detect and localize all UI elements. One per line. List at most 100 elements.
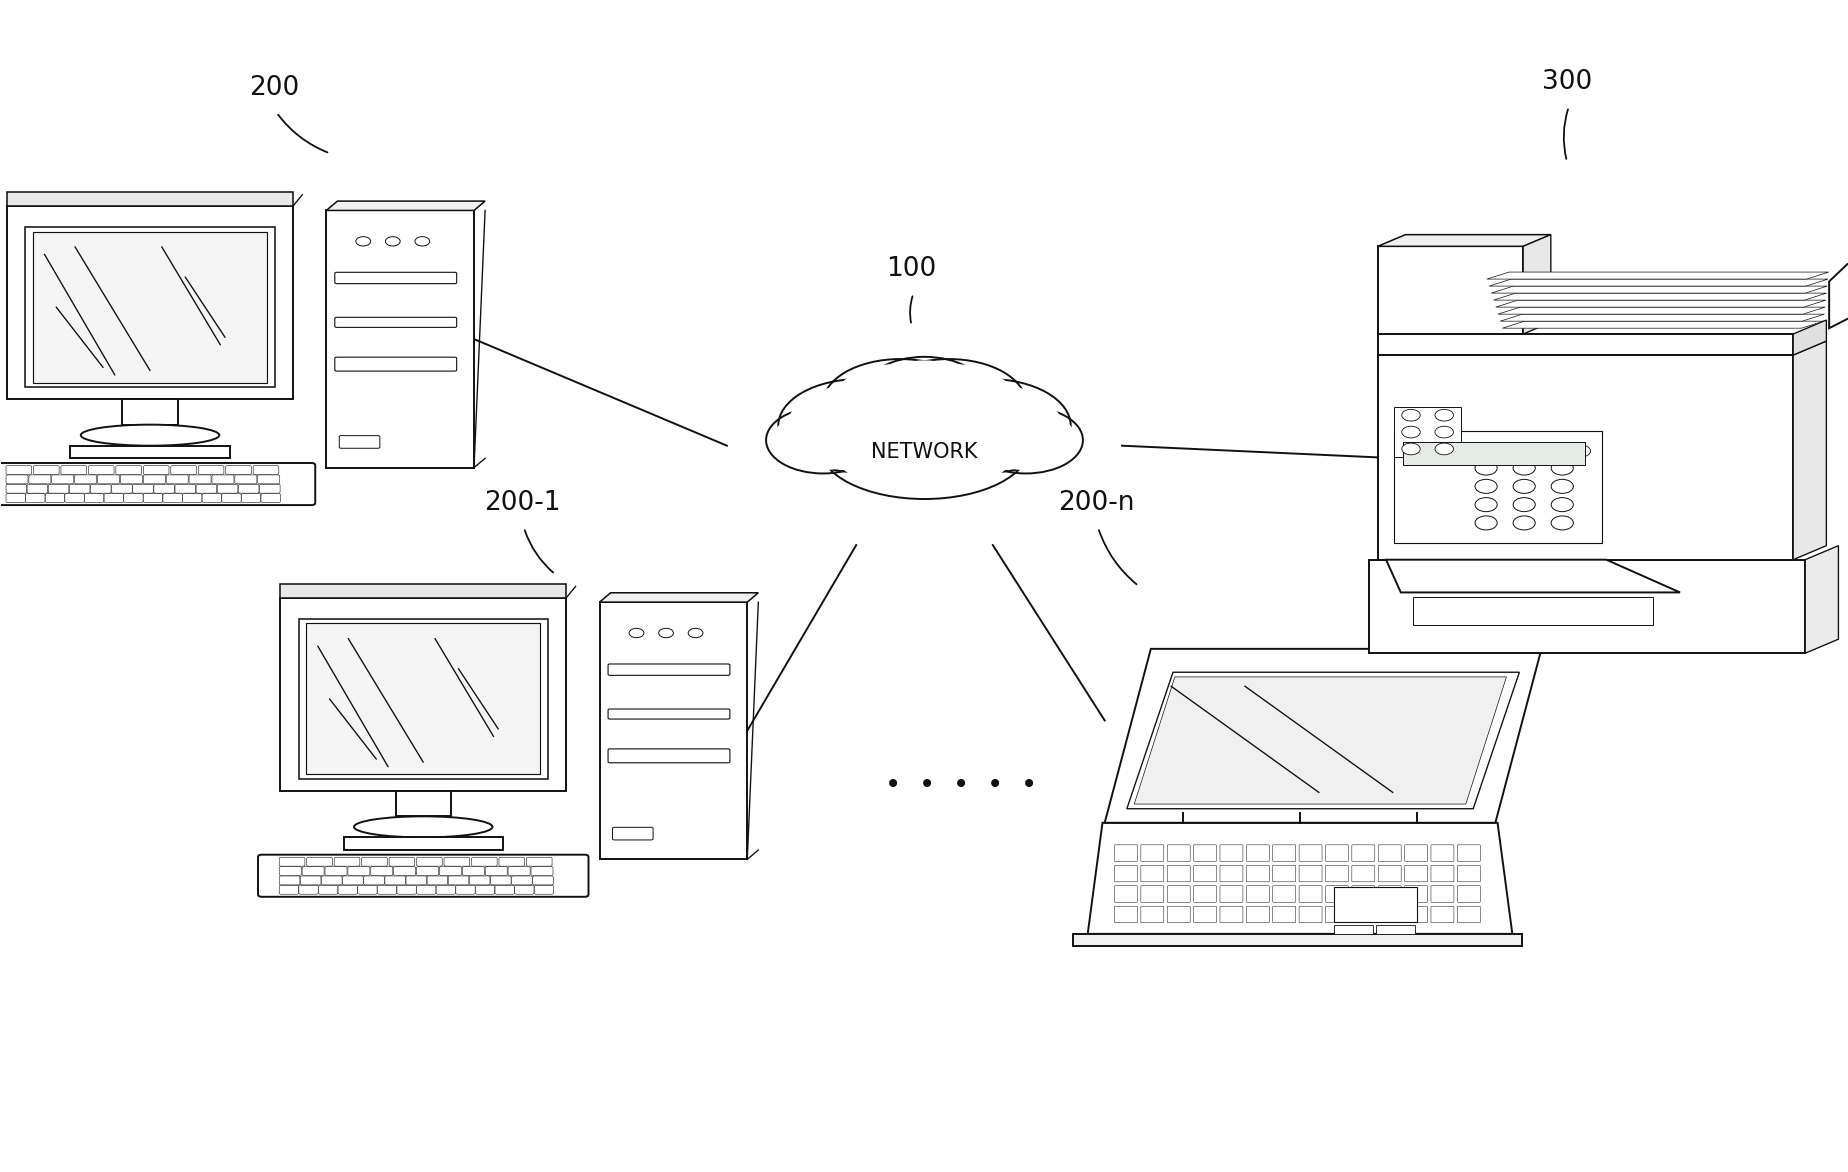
FancyBboxPatch shape xyxy=(1377,906,1401,922)
FancyBboxPatch shape xyxy=(116,465,142,475)
Polygon shape xyxy=(1103,649,1541,823)
FancyBboxPatch shape xyxy=(1430,886,1453,902)
Bar xyxy=(1393,431,1600,544)
FancyBboxPatch shape xyxy=(388,857,414,866)
FancyBboxPatch shape xyxy=(608,665,730,675)
FancyBboxPatch shape xyxy=(1246,906,1268,922)
FancyBboxPatch shape xyxy=(65,493,85,503)
Circle shape xyxy=(1488,445,1506,457)
Ellipse shape xyxy=(976,411,1076,470)
FancyBboxPatch shape xyxy=(6,465,31,475)
Circle shape xyxy=(1530,445,1549,457)
Ellipse shape xyxy=(832,398,1016,492)
FancyBboxPatch shape xyxy=(447,875,469,885)
Polygon shape xyxy=(1125,673,1519,809)
Ellipse shape xyxy=(907,379,1070,472)
FancyBboxPatch shape xyxy=(85,493,103,503)
FancyBboxPatch shape xyxy=(1114,906,1137,922)
FancyBboxPatch shape xyxy=(334,357,456,372)
Circle shape xyxy=(414,237,429,246)
FancyBboxPatch shape xyxy=(1220,865,1242,881)
Polygon shape xyxy=(1493,293,1826,300)
Polygon shape xyxy=(325,202,484,211)
FancyBboxPatch shape xyxy=(530,866,553,875)
FancyBboxPatch shape xyxy=(1246,845,1268,861)
Circle shape xyxy=(1475,498,1497,512)
FancyBboxPatch shape xyxy=(490,875,510,885)
FancyBboxPatch shape xyxy=(334,857,360,866)
FancyBboxPatch shape xyxy=(279,857,305,866)
FancyBboxPatch shape xyxy=(1271,845,1295,861)
Circle shape xyxy=(1512,516,1534,530)
FancyBboxPatch shape xyxy=(259,484,279,493)
FancyBboxPatch shape xyxy=(61,465,87,475)
FancyBboxPatch shape xyxy=(1140,845,1162,861)
Polygon shape xyxy=(1495,300,1824,307)
FancyBboxPatch shape xyxy=(1325,845,1347,861)
FancyBboxPatch shape xyxy=(1166,886,1190,902)
Bar xyxy=(281,598,565,791)
FancyBboxPatch shape xyxy=(499,857,525,866)
FancyBboxPatch shape xyxy=(334,318,456,327)
FancyBboxPatch shape xyxy=(28,484,48,493)
Polygon shape xyxy=(1499,314,1824,321)
FancyBboxPatch shape xyxy=(166,475,188,484)
Circle shape xyxy=(1401,443,1419,455)
FancyBboxPatch shape xyxy=(475,885,495,894)
FancyBboxPatch shape xyxy=(235,475,257,484)
Ellipse shape xyxy=(832,364,968,443)
FancyBboxPatch shape xyxy=(1114,865,1137,881)
FancyBboxPatch shape xyxy=(0,463,314,505)
FancyBboxPatch shape xyxy=(198,465,224,475)
FancyBboxPatch shape xyxy=(74,475,96,484)
FancyBboxPatch shape xyxy=(394,866,416,875)
Circle shape xyxy=(1401,427,1419,438)
Ellipse shape xyxy=(778,379,941,472)
FancyBboxPatch shape xyxy=(1430,906,1453,922)
FancyBboxPatch shape xyxy=(1246,886,1268,902)
Ellipse shape xyxy=(880,364,1016,443)
FancyBboxPatch shape xyxy=(261,493,281,503)
Text: NETWORK: NETWORK xyxy=(870,442,978,462)
FancyBboxPatch shape xyxy=(1299,906,1321,922)
Circle shape xyxy=(384,237,399,246)
Polygon shape xyxy=(1377,234,1550,246)
Circle shape xyxy=(1571,445,1589,457)
FancyBboxPatch shape xyxy=(176,484,196,493)
FancyBboxPatch shape xyxy=(6,484,26,493)
FancyBboxPatch shape xyxy=(416,857,442,866)
Circle shape xyxy=(1434,443,1453,455)
FancyBboxPatch shape xyxy=(144,493,163,503)
FancyBboxPatch shape xyxy=(527,857,553,866)
Ellipse shape xyxy=(917,384,1061,466)
Bar xyxy=(26,227,275,387)
FancyBboxPatch shape xyxy=(444,857,469,866)
FancyBboxPatch shape xyxy=(1194,865,1216,881)
FancyBboxPatch shape xyxy=(1351,865,1375,881)
Polygon shape xyxy=(1523,234,1550,334)
Polygon shape xyxy=(1793,341,1826,560)
Bar xyxy=(1332,887,1416,922)
FancyBboxPatch shape xyxy=(1220,845,1242,861)
FancyBboxPatch shape xyxy=(1140,886,1162,902)
FancyBboxPatch shape xyxy=(170,465,196,475)
FancyBboxPatch shape xyxy=(301,866,323,875)
Circle shape xyxy=(1401,409,1419,421)
FancyBboxPatch shape xyxy=(1404,886,1427,902)
FancyBboxPatch shape xyxy=(1377,845,1401,861)
FancyBboxPatch shape xyxy=(1351,906,1375,922)
Bar xyxy=(1403,442,1584,464)
Ellipse shape xyxy=(787,384,931,466)
Ellipse shape xyxy=(968,407,1083,473)
Bar xyxy=(1393,407,1460,457)
Polygon shape xyxy=(1072,934,1521,946)
FancyBboxPatch shape xyxy=(70,484,91,493)
Ellipse shape xyxy=(819,393,1029,499)
Bar xyxy=(1412,597,1652,625)
FancyBboxPatch shape xyxy=(52,475,74,484)
FancyBboxPatch shape xyxy=(1166,865,1190,881)
FancyBboxPatch shape xyxy=(1456,886,1480,902)
FancyBboxPatch shape xyxy=(133,484,153,493)
FancyBboxPatch shape xyxy=(222,493,240,503)
Bar xyxy=(7,206,294,398)
